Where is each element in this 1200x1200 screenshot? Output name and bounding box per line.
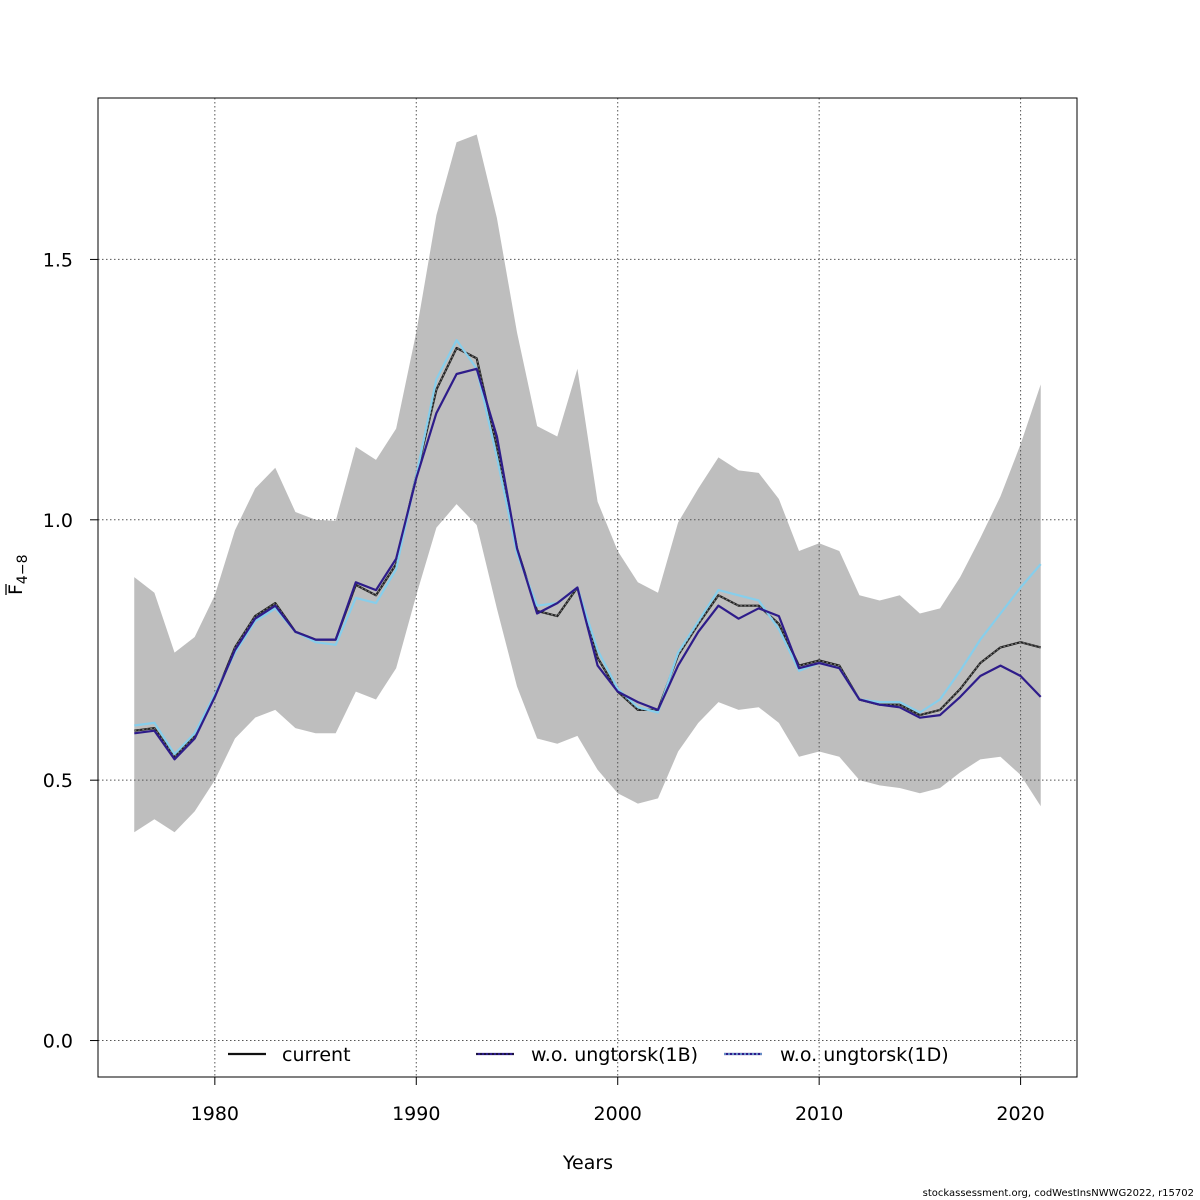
series-line-1b: [134, 367, 1042, 761]
legend-label: w.o. ungtorsk(1D): [780, 1044, 949, 1066]
plot-frame: [97, 97, 1078, 1078]
y-axis-label: F4−8: [5, 555, 31, 595]
legend: current w.o. ungtorsk(1B) w.o. ungtorsk(1D…: [228, 1044, 949, 1066]
x-tick-label: 2000: [594, 1103, 642, 1125]
x-axis: 1980 1990 2000 2010 2020: [191, 1077, 1045, 1125]
x-axis-label: Years: [562, 1152, 613, 1174]
legend-label: current: [282, 1044, 351, 1066]
y-tick-label: 1.5: [43, 249, 73, 271]
x-tick-label: 1980: [191, 1103, 239, 1125]
x-tick-label: 2020: [996, 1103, 1044, 1125]
credit-text: stockassessment.org, codWestInsNWWG2022,…: [923, 1188, 1194, 1199]
y-tick-label: 0.5: [43, 770, 73, 792]
legend-item: w.o. ungtorsk(1B): [476, 1044, 698, 1066]
y-axis-label-sub: 4−8: [15, 555, 31, 585]
legend-label: w.o. ungtorsk(1B): [531, 1044, 698, 1066]
legend-item: current: [228, 1044, 351, 1066]
confidence-band: [134, 134, 1041, 833]
svg-text:F4−8: F4−8: [5, 555, 31, 595]
y-tick-label: 1.0: [43, 510, 73, 532]
y-axis-label-main: F: [5, 584, 27, 595]
y-axis: 0.0 0.5 1.0 1.5: [43, 249, 98, 1053]
x-tick-label: 2010: [795, 1103, 843, 1125]
x-tick-label: 1990: [392, 1103, 440, 1125]
confidence-band-layer: [134, 134, 1041, 833]
y-tick-label: 0.0: [43, 1031, 73, 1053]
legend-item: w.o. ungtorsk(1D): [724, 1044, 949, 1066]
series-layer: [134, 339, 1042, 761]
